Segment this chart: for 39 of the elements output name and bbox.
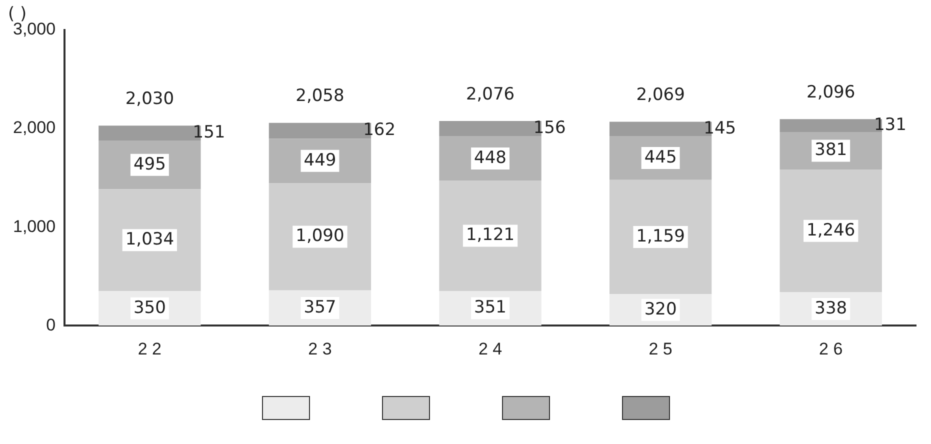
data-label: 151 xyxy=(192,122,226,142)
data-label: 320 xyxy=(644,299,677,320)
bar xyxy=(439,180,542,292)
total-label: 2,096 xyxy=(806,82,856,102)
data-label: 145 xyxy=(704,118,736,138)
data-label: 351 xyxy=(474,298,506,318)
data-label: 1,090 xyxy=(296,226,344,246)
y-tick-label: 2,000 xyxy=(12,118,56,138)
x-tick-label: 2 4 xyxy=(478,339,502,358)
data-label: 338 xyxy=(814,298,848,318)
data-label: 357 xyxy=(304,297,336,318)
data-label: 1,121 xyxy=(466,225,515,246)
data-label: 495 xyxy=(133,154,166,174)
total-label: 2,058 xyxy=(296,86,344,106)
data-label: 350 xyxy=(133,298,166,318)
x-tick-label: 2 5 xyxy=(648,339,672,358)
bar xyxy=(780,170,882,292)
bar xyxy=(268,183,372,290)
x-tick-label: 2 6 xyxy=(819,339,843,358)
data-label: 448 xyxy=(474,148,506,168)
x-tick-label: 2 2 xyxy=(138,339,162,358)
y-tick-label: 0 xyxy=(46,315,56,334)
x-tick-label: 2 3 xyxy=(308,339,332,358)
bar xyxy=(98,189,201,292)
bar xyxy=(609,180,712,294)
data-label: 1,246 xyxy=(806,220,856,240)
y-tick-label: 1,000 xyxy=(12,216,56,236)
data-label: 131 xyxy=(874,114,906,135)
data-label: 1,034 xyxy=(125,230,174,250)
total-label: 2,076 xyxy=(466,84,515,104)
data-label: 449 xyxy=(304,150,336,170)
data-label: 156 xyxy=(533,118,566,138)
data-label: 381 xyxy=(814,140,848,160)
data-label: 1,159 xyxy=(636,226,685,246)
total-label: 2,030 xyxy=(125,89,174,109)
y-axis-title: ( ) xyxy=(8,4,27,24)
data-label: 162 xyxy=(363,120,396,140)
total-label: 2,069 xyxy=(636,85,685,106)
data-label: 445 xyxy=(644,147,677,168)
